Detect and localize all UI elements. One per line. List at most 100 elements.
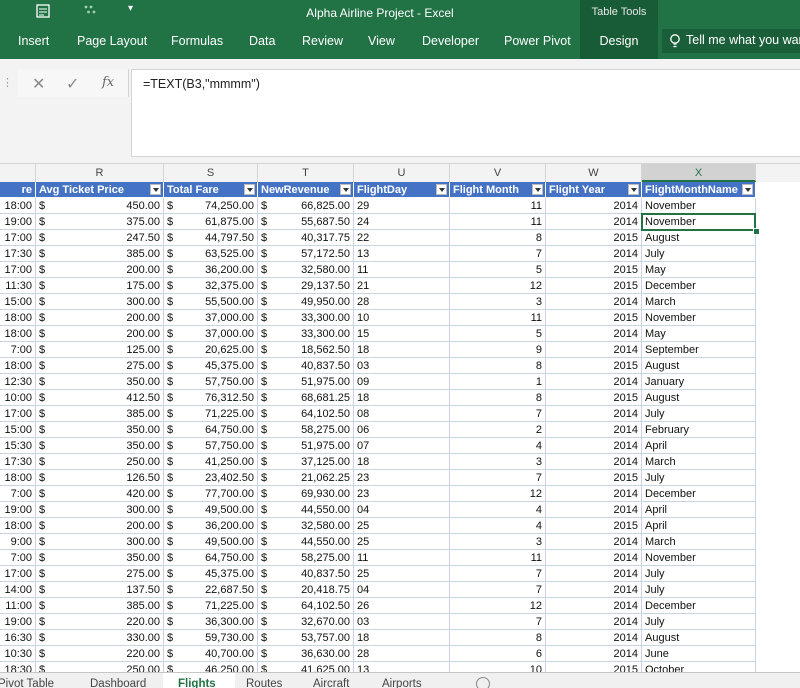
cell-time[interactable]: 10:00	[0, 390, 36, 406]
cell-avg-ticket-price[interactable]: $450.00	[36, 198, 164, 214]
cell-flight-month[interactable]: 7	[450, 582, 546, 598]
cell-flight-day[interactable]: 13	[354, 662, 450, 672]
cell-flight-month[interactable]: 5	[450, 262, 546, 278]
cell-total-fare[interactable]: $74,250.00	[164, 198, 258, 214]
cell-new-revenue[interactable]: $41,625.00	[258, 662, 354, 672]
cell-avg-ticket-price[interactable]: $385.00	[36, 246, 164, 262]
cell-flight-month[interactable]: 3	[450, 294, 546, 310]
cell-avg-ticket-price[interactable]: $220.00	[36, 646, 164, 662]
table-header-cell[interactable]: Avg Ticket Price	[36, 182, 164, 198]
name-box-resize-handle[interactable]: ⋮	[2, 77, 13, 89]
tab-power-pivot[interactable]: Power Pivot	[504, 34, 571, 48]
cell-total-fare[interactable]: $37,000.00	[164, 310, 258, 326]
cell-flight-day[interactable]: 07	[354, 438, 450, 454]
cell-flight-month[interactable]: 11	[450, 198, 546, 214]
cell-avg-ticket-price[interactable]: $350.00	[36, 374, 164, 390]
cell-flight-month-name[interactable]: November	[642, 198, 756, 214]
cell-new-revenue[interactable]: $18,562.50	[258, 342, 354, 358]
cell-time[interactable]: 19:00	[0, 502, 36, 518]
table-header-cell[interactable]: NewRevenue	[258, 182, 354, 198]
cell-flight-year[interactable]: 2014	[546, 294, 642, 310]
filter-dropdown-icon[interactable]	[150, 184, 161, 195]
cell-flight-month[interactable]: 2	[450, 422, 546, 438]
cell-avg-ticket-price[interactable]: $375.00	[36, 214, 164, 230]
cell-new-revenue[interactable]: $32,580.00	[258, 262, 354, 278]
tell-me-box[interactable]: Tell me what you want to do	[662, 29, 800, 53]
cell-flight-month[interactable]: 12	[450, 598, 546, 614]
cell-flight-year[interactable]: 2014	[546, 214, 642, 230]
cell-flight-day[interactable]: 13	[354, 246, 450, 262]
cell-flight-year[interactable]: 2015	[546, 230, 642, 246]
table-header-cell[interactable]: Flight Year	[546, 182, 642, 198]
cell-flight-month-name[interactable]: April	[642, 438, 756, 454]
cell-flight-month-name[interactable]: February	[642, 422, 756, 438]
cell-flight-day[interactable]: 10	[354, 310, 450, 326]
cell-avg-ticket-price[interactable]: $200.00	[36, 326, 164, 342]
cell-new-revenue[interactable]: $40,837.50	[258, 566, 354, 582]
tab-design[interactable]: Design	[580, 26, 658, 59]
cell-flight-day[interactable]: 26	[354, 598, 450, 614]
cell-flight-month-name[interactable]: June	[642, 646, 756, 662]
cell-flight-year[interactable]: 2014	[546, 646, 642, 662]
cell-total-fare[interactable]: $20,625.00	[164, 342, 258, 358]
cell-flight-month[interactable]: 4	[450, 518, 546, 534]
filter-dropdown-icon[interactable]	[244, 184, 255, 195]
cell-flight-day[interactable]: 15	[354, 326, 450, 342]
filter-dropdown-icon[interactable]	[742, 184, 753, 195]
cell-flight-day[interactable]: 09	[354, 374, 450, 390]
cell-flight-day[interactable]: 03	[354, 614, 450, 630]
cell-flight-month[interactable]: 6	[450, 646, 546, 662]
cell-total-fare[interactable]: $36,200.00	[164, 518, 258, 534]
cell-avg-ticket-price[interactable]: $275.00	[36, 358, 164, 374]
cell-flight-month[interactable]: 1	[450, 374, 546, 390]
cell-new-revenue[interactable]: $64,102.50	[258, 598, 354, 614]
table-header-cell[interactable]: Flight Month	[450, 182, 546, 198]
cell-flight-year[interactable]: 2015	[546, 390, 642, 406]
cell-flight-year[interactable]: 2014	[546, 406, 642, 422]
cell-time[interactable]: 18:30	[0, 662, 36, 672]
sheet-tab-airports[interactable]: Airports	[382, 678, 422, 688]
cell-flight-day[interactable]: 23	[354, 486, 450, 502]
cancel-x-icon[interactable]: ✕	[32, 76, 46, 93]
cell-total-fare[interactable]: $77,700.00	[164, 486, 258, 502]
cell-total-fare[interactable]: $76,312.50	[164, 390, 258, 406]
cell-flight-year[interactable]: 2015	[546, 518, 642, 534]
cell-new-revenue[interactable]: $33,300.00	[258, 326, 354, 342]
cell-flight-day[interactable]: 25	[354, 534, 450, 550]
cell-flight-month-name[interactable]: March	[642, 294, 756, 310]
cell-flight-day[interactable]: 03	[354, 358, 450, 374]
cell-total-fare[interactable]: $55,500.00	[164, 294, 258, 310]
column-header-r[interactable]: R	[36, 164, 164, 182]
sheet-tab-flights[interactable]: Flights	[178, 678, 216, 688]
cell-avg-ticket-price[interactable]: $250.00	[36, 662, 164, 672]
cell-new-revenue[interactable]: $69,930.00	[258, 486, 354, 502]
cell-total-fare[interactable]: $71,225.00	[164, 598, 258, 614]
cell-avg-ticket-price[interactable]: $300.00	[36, 294, 164, 310]
cell-time[interactable]: 14:00	[0, 582, 36, 598]
cell-flight-year[interactable]: 2014	[546, 630, 642, 646]
cell-new-revenue[interactable]: $37,125.00	[258, 454, 354, 470]
cell-flight-month-name[interactable]: April	[642, 518, 756, 534]
cell-flight-day[interactable]: 11	[354, 550, 450, 566]
cell-flight-month-name[interactable]: July	[642, 246, 756, 262]
cell-flight-year[interactable]: 2014	[546, 502, 642, 518]
cell-flight-month[interactable]: 7	[450, 614, 546, 630]
cell-flight-month-name[interactable]: March	[642, 454, 756, 470]
cell-total-fare[interactable]: $57,750.00	[164, 374, 258, 390]
formula-input[interactable]: =TEXT(B3,"mmmm")	[131, 69, 800, 157]
cell-flight-year[interactable]: 2014	[546, 326, 642, 342]
tab-insert[interactable]: Insert	[18, 34, 50, 48]
cell-flight-day[interactable]: 18	[354, 454, 450, 470]
cell-time[interactable]: 9:00	[0, 534, 36, 550]
cell-new-revenue[interactable]: $55,687.50	[258, 214, 354, 230]
cell-flight-day[interactable]: 18	[354, 390, 450, 406]
cell-flight-month-name[interactable]: May	[642, 262, 756, 278]
cell-total-fare[interactable]: $46,250.00	[164, 662, 258, 672]
cell-avg-ticket-price[interactable]: $330.00	[36, 630, 164, 646]
cell-new-revenue[interactable]: $44,550.00	[258, 534, 354, 550]
column-header-x[interactable]: X	[642, 164, 756, 182]
cell-flight-day[interactable]: 18	[354, 342, 450, 358]
cell-flight-year[interactable]: 2014	[546, 598, 642, 614]
cell-flight-month-name[interactable]: August	[642, 358, 756, 374]
cell-time[interactable]: 17:00	[0, 262, 36, 278]
